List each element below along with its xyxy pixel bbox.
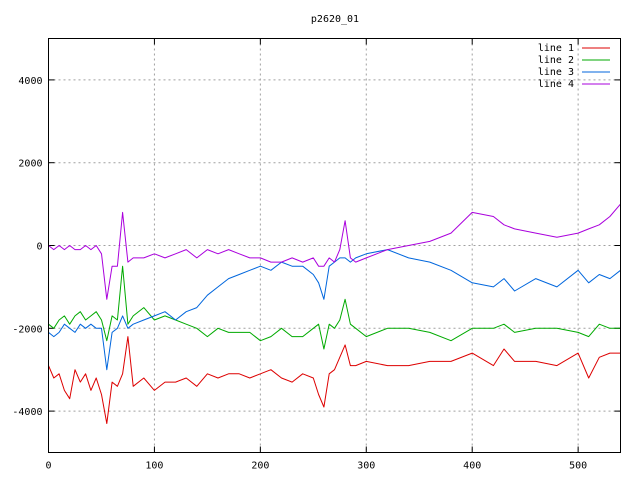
series-line-3 [48,249,621,371]
x-tick-label: 100 [145,461,163,472]
x-tick-label: 500 [569,461,587,472]
y-tick-label: -2000 [12,324,42,335]
x-tick-label: 0 [45,461,51,472]
series-line-1 [48,336,621,424]
plot-frame [48,38,621,453]
legend-label: line 2 [538,55,574,66]
y-tick-label: 4000 [18,76,42,87]
x-tick-label: 400 [463,461,481,472]
legend-label: line 3 [538,67,574,78]
x-tick-label: 300 [357,461,375,472]
y-tick-label: -4000 [12,407,42,418]
series-line-4 [48,203,621,300]
axis-ticks: 0 100 200 300 400 500 -4000 -2000 0 2000 4000 [12,38,621,472]
x-tick-label: 200 [251,461,269,472]
legend-label: line 1 [538,43,574,54]
chart-title: p2620_01 [311,14,359,25]
series-layer [48,203,621,424]
y-tick-label: 2000 [18,159,42,170]
series-line-2 [48,265,621,350]
legend-label: line 4 [538,79,574,90]
y-tick-label: 0 [36,242,42,253]
grid [48,38,621,453]
